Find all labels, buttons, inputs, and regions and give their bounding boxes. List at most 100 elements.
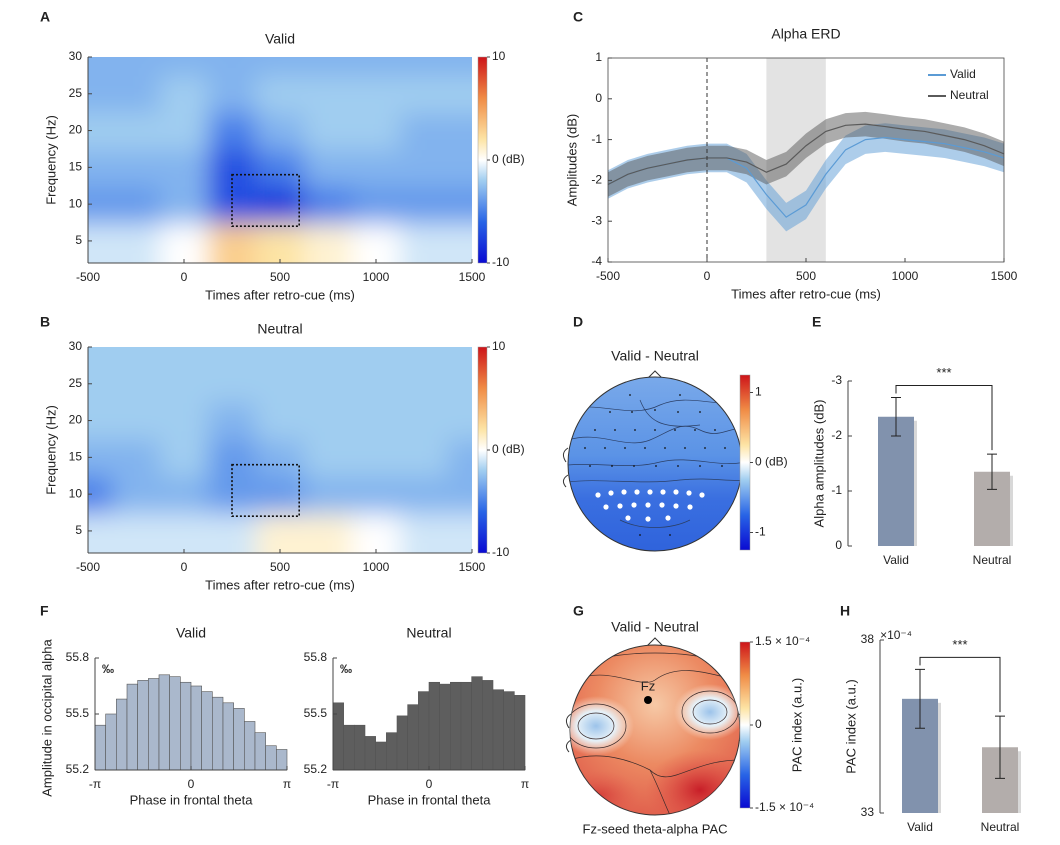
heatmap-cell [256,365,305,404]
histogram-bar [332,702,344,771]
heatmap-cell [88,75,113,114]
y-tick-label: -3 [591,213,602,227]
heatmap-cell [304,222,353,263]
histogram-bar [364,736,376,771]
panel-label: E [812,314,821,330]
heatmap-cell [304,112,353,150]
y-tick-label: 38 [861,632,875,646]
histogram-bar [265,745,277,771]
colorbar-tick-label: -1.5 × 10⁻⁴ [755,800,814,814]
colorbar [477,56,488,264]
heatmap-cell [304,347,353,367]
electrodes [584,394,726,536]
heatmap-cell [160,185,209,224]
panel-label: B [40,314,50,330]
heatmap-cell [112,512,161,553]
heatmap-cell [88,475,113,514]
x-tick-label: 1500 [991,269,1018,283]
topomap-d [562,370,748,552]
y-axis-label: PAC index (a.u.) [843,679,858,773]
panel-label: A [40,9,50,25]
colorbar-tick-label: 10 [492,49,506,63]
histogram-bar [158,674,170,771]
heatmap-cell [256,402,305,440]
x-tick-label: π [521,777,529,791]
histogram-bar [375,741,387,771]
unit-label: ‰ [340,662,352,676]
y-tick-label: 33 [861,805,875,819]
y-tick-label: 5 [75,233,82,247]
colorbar-tick-label: 0 (dB) [755,455,788,469]
error-bar [891,397,901,437]
histogram-bar [180,681,192,771]
legend-label: Neutral [950,88,989,102]
heatmap-cell [160,148,209,187]
heatmap-cell [352,57,401,77]
x-tick-label: 0 [181,560,188,574]
y-tick-label: -1 [591,132,602,146]
y-tick-label: 55.2 [66,762,90,776]
histogram-bar [514,695,526,771]
heatmap-cell [160,475,209,514]
heatmap-cell [112,365,161,404]
y-tick-label: 30 [69,49,83,63]
histogram-bar [105,713,117,771]
heatmap-cell [352,438,401,477]
heatmap-cell [304,438,353,477]
y-axis-label: Frequency (Hz) [43,405,58,495]
y-tick-label: 10 [69,196,83,210]
heatmap-cell [448,402,472,440]
x-tick-label: -500 [76,560,100,574]
axis-scale: ×10⁻⁴ [880,628,912,642]
heatmap-cell [400,222,449,263]
caption: Fz-seed theta-alpha PAC [583,821,728,836]
chart-title: Valid - Neutral [611,348,699,364]
heatmap-cell [160,75,209,114]
y-tick-label: -2 [831,428,842,442]
y-tick-label: -4 [591,254,602,268]
heatmap-cell [112,112,161,150]
x-tick-label: 0 [188,777,195,791]
heatmap [88,57,472,263]
heatmap-cell [160,347,209,367]
heatmap-cell [304,75,353,114]
heatmap-cell [400,112,449,150]
heatmap-cell [256,347,305,367]
heatmap-cell [88,222,113,263]
heatmap-cell [208,347,257,367]
heatmap-cell [352,185,401,224]
heatmap-cell [400,438,449,477]
y-tick-label: 30 [69,339,83,353]
histogram-bar [503,691,515,771]
colorbar-tick-label: 10 [492,339,506,353]
heatmap-cell [88,185,113,224]
heatmap-cell [304,475,353,514]
y-tick-label: 1 [595,50,602,64]
y-axis-label: Amplitude in occipital alpha [39,638,54,796]
x-tick-label: 1500 [459,270,486,284]
heatmap-cell [256,112,305,150]
heatmap-cell [352,512,401,553]
heatmap-cell [400,185,449,224]
heatmap-cell [400,512,449,553]
heatmap-cell [400,75,449,114]
heatmap-cell [88,402,113,440]
heatmap-cell [304,185,353,224]
heatmap-cell [112,438,161,477]
x-tick-label: 500 [270,560,290,574]
x-tick-label: Neutral [981,820,1020,834]
x-tick-label: 0 [704,269,711,283]
heatmap-cell [160,402,209,440]
panel-label: D [573,314,583,330]
nose [646,370,664,380]
histogram-bar [407,704,419,771]
heatmap-cell [448,222,472,263]
histogram-bar [148,678,160,771]
heatmap-cell [448,112,472,150]
x-tick-label: 1500 [459,560,486,574]
colorbar-tick-label: 1 [755,385,762,399]
heatmap-cell [208,365,257,404]
heatmap-cell [256,57,305,77]
